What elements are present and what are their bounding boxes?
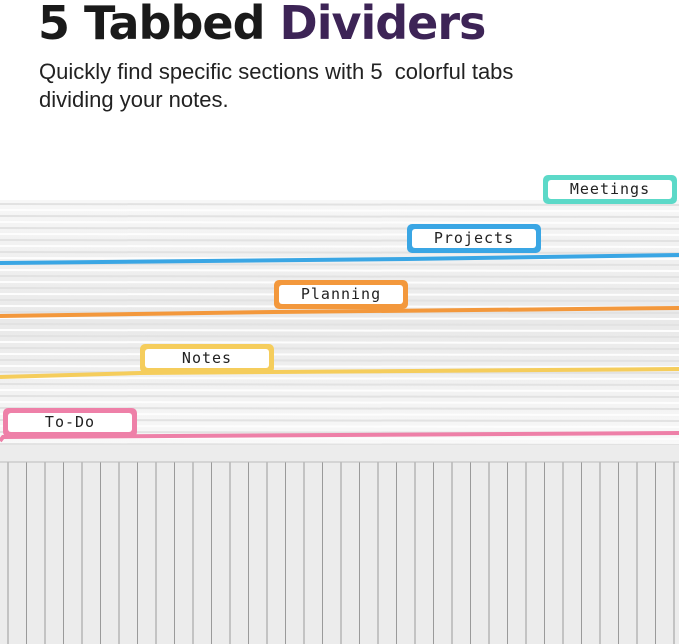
page-edge xyxy=(0,395,679,398)
page-edge xyxy=(0,443,679,446)
page-edge xyxy=(0,251,679,254)
page-edge xyxy=(0,269,679,272)
tab-label: Notes xyxy=(182,349,232,367)
page-edge xyxy=(0,341,679,344)
tab-label: To-Do xyxy=(45,413,95,431)
page-edge xyxy=(0,323,679,326)
page-edge xyxy=(0,353,679,356)
page-edge xyxy=(0,221,679,224)
page-edge xyxy=(0,377,679,380)
tab-label-bg xyxy=(8,413,132,432)
lined-page xyxy=(0,445,679,644)
page-edge xyxy=(0,365,679,368)
subtitle-line: dividing your notes. xyxy=(39,87,229,112)
tab-label-bg xyxy=(412,229,536,248)
page-edge xyxy=(0,329,679,332)
page-edge xyxy=(0,401,679,404)
heading-highlight: Dividers xyxy=(279,0,487,50)
subtitle-line: Quickly find specific sections with 5 co… xyxy=(39,59,514,84)
tab-label: Planning xyxy=(301,285,381,303)
tab-label-bg xyxy=(145,349,269,368)
page-edge xyxy=(0,215,679,218)
tab-label: Meetings xyxy=(570,180,650,198)
page-edge xyxy=(0,263,679,266)
page-edge xyxy=(0,203,679,206)
heading: 5 Tabbed Dividers xyxy=(38,0,487,50)
tab-label-bg xyxy=(279,285,403,304)
page-edge xyxy=(0,227,679,230)
page-edge xyxy=(0,347,679,350)
heading-text: 5 Tabbed xyxy=(38,0,265,50)
page-edge xyxy=(0,209,679,212)
page-edge xyxy=(0,317,679,320)
tab-label-bg xyxy=(548,180,672,199)
divider-edge xyxy=(0,306,679,318)
divider-edge xyxy=(0,253,679,265)
divider-edge xyxy=(0,367,679,379)
divider-edge xyxy=(0,431,679,443)
page-edge xyxy=(0,359,679,362)
subtitle: Quickly find specific sections with 5 co… xyxy=(39,58,513,114)
page-edge xyxy=(0,239,679,242)
tab-label: Projects xyxy=(434,229,514,247)
page-edge xyxy=(0,245,679,248)
page-edge xyxy=(0,383,679,386)
page-edge xyxy=(0,233,679,236)
page-edge xyxy=(0,275,679,278)
page-edge xyxy=(0,335,679,338)
page-edge xyxy=(0,389,679,392)
